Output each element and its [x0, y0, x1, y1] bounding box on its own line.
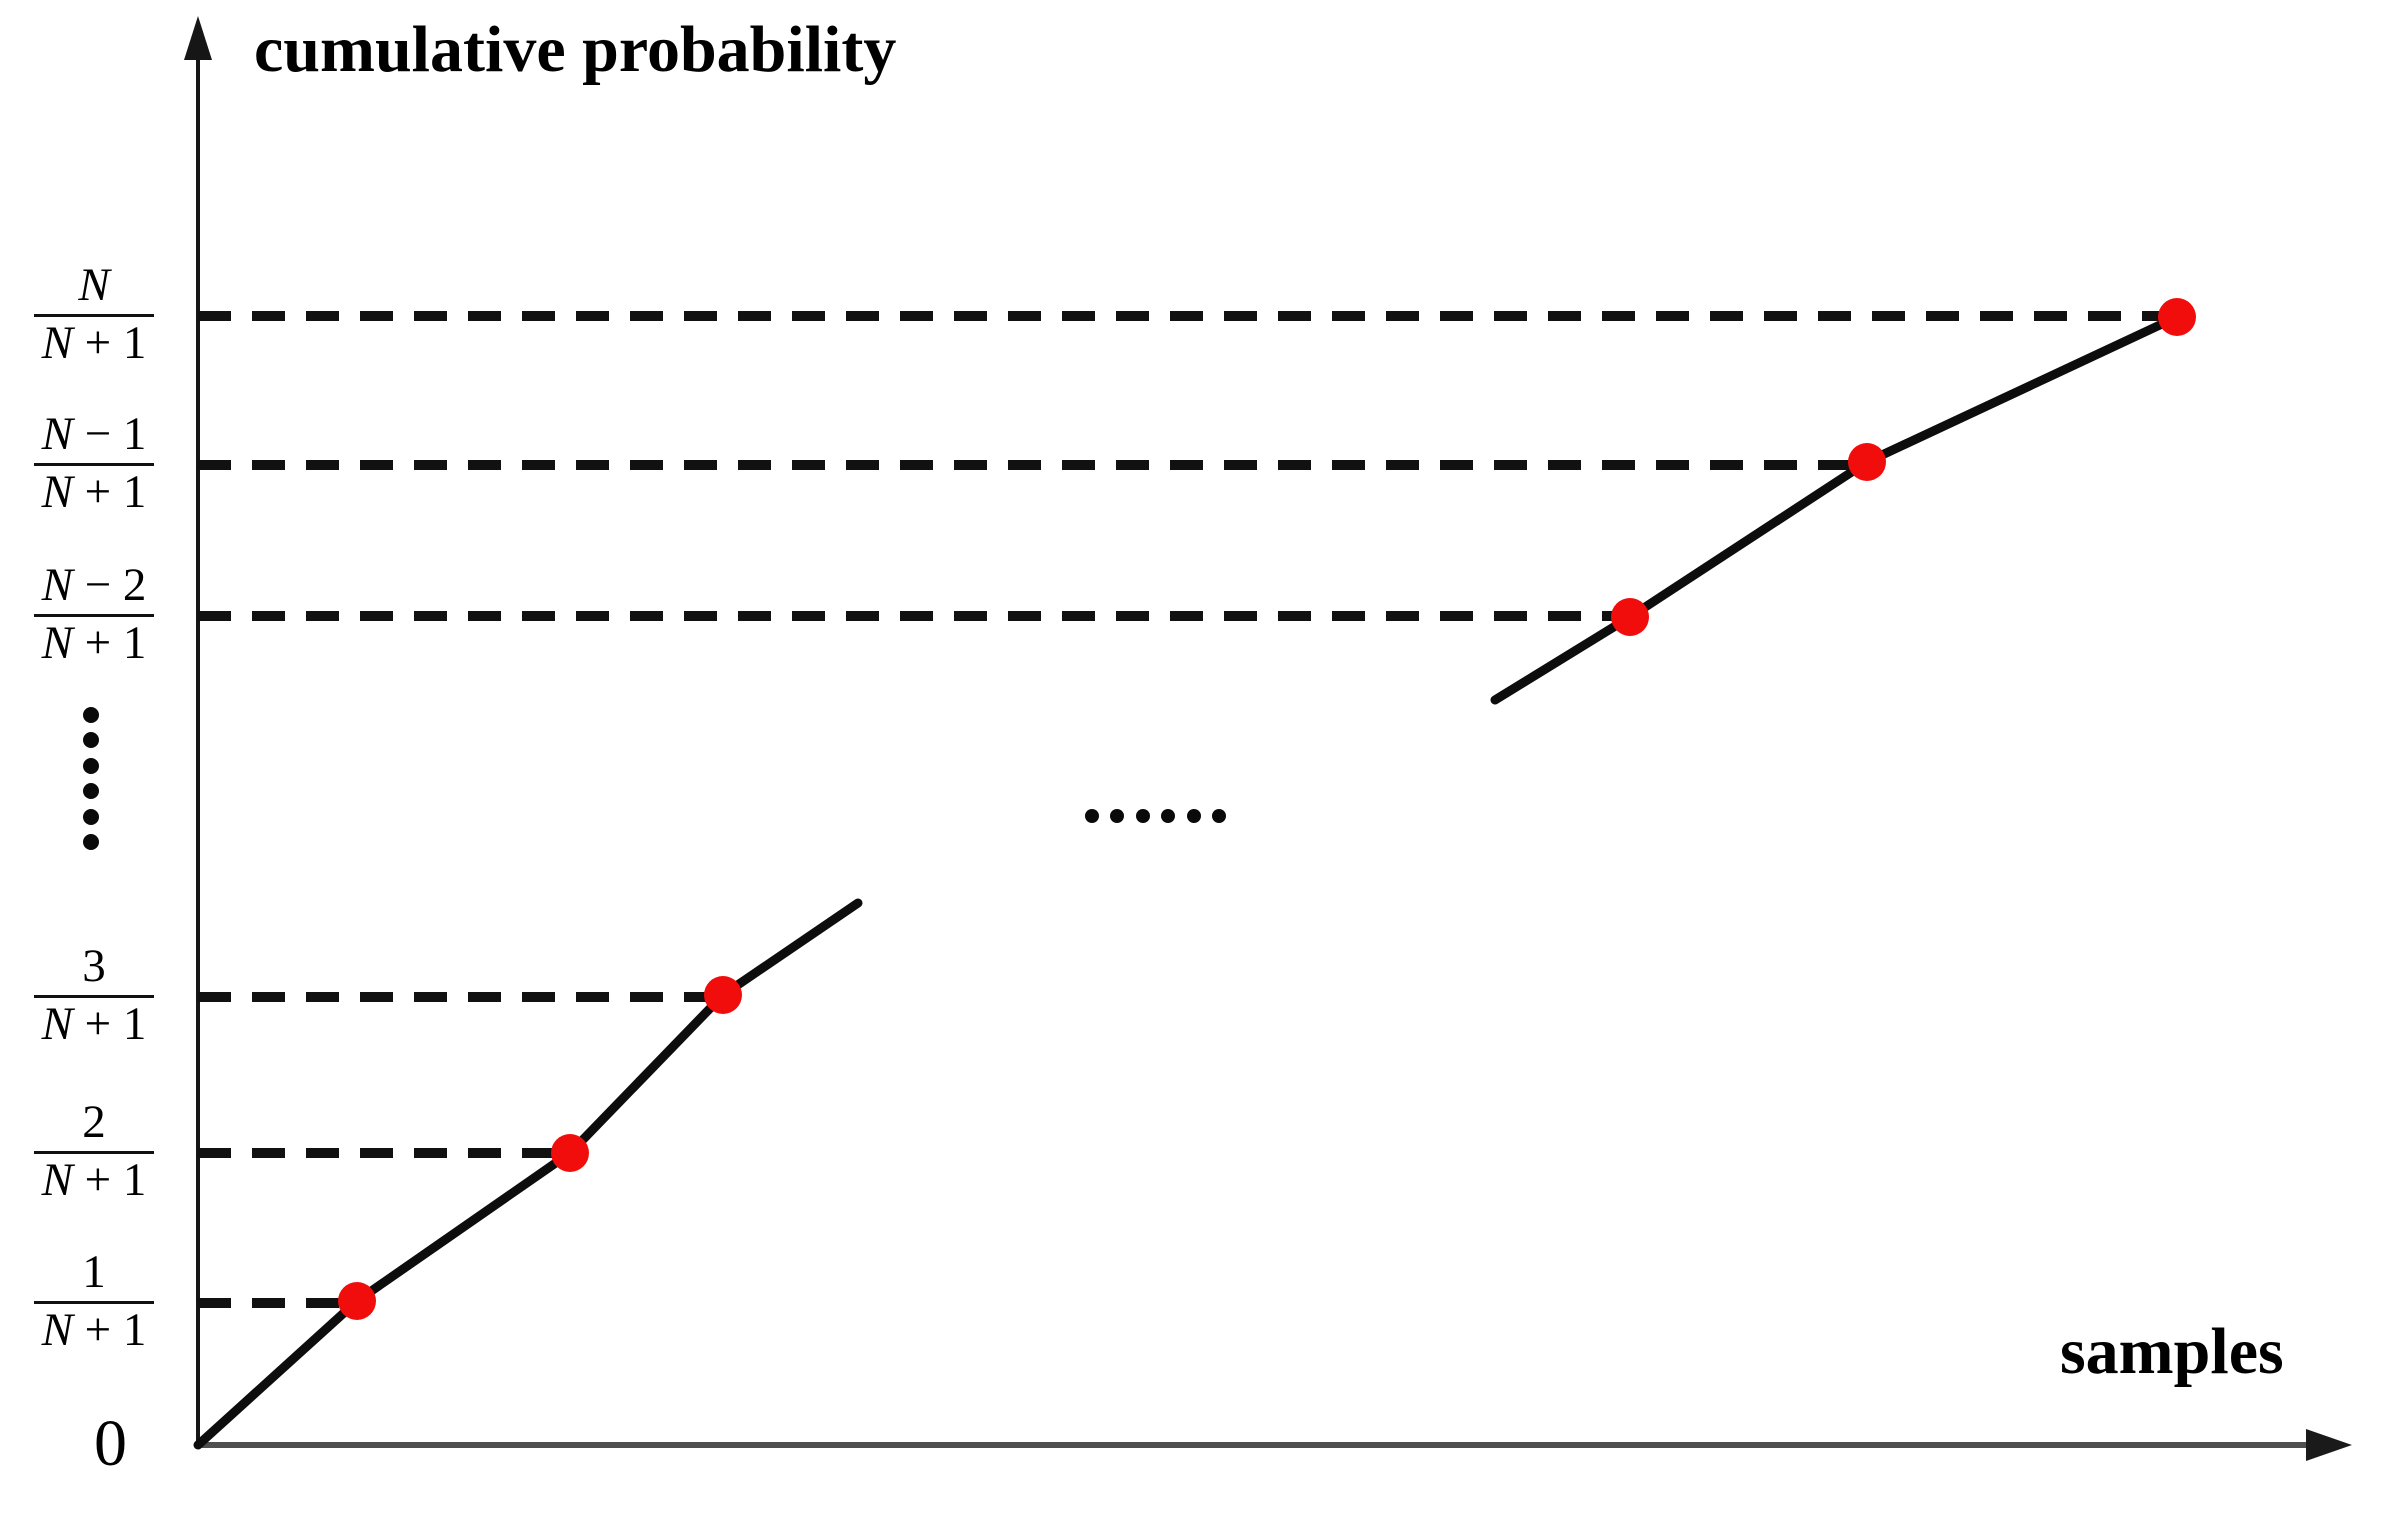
fraction-denominator: N + 1: [33, 463, 155, 518]
cumulative-curve-upper-segment: [1490, 312, 2182, 705]
fraction-numerator: N: [78, 259, 110, 311]
fraction-denominator: N + 1: [33, 1301, 155, 1356]
x-axis-arrow-icon: [2306, 1429, 2352, 1461]
ellipsis-dot: [83, 809, 99, 825]
y-axis-arrow-icon: [184, 16, 212, 60]
red-marker-dot: [2158, 298, 2196, 336]
fraction-numerator: 2: [82, 1096, 106, 1148]
fraction-denominator: N + 1: [33, 995, 155, 1050]
ellipsis-dot: [83, 732, 99, 748]
ellipsis-dot: [1187, 809, 1201, 823]
vertical-ellipsis-icon: [83, 707, 99, 850]
dashed-level-lines: [198, 311, 2160, 1308]
ellipsis-dot: [83, 758, 99, 774]
red-marker-dot: [551, 1134, 589, 1172]
fraction-denominator: N + 1: [33, 314, 155, 369]
fraction-denominator: N + 1: [33, 614, 155, 669]
red-marker-dot: [1848, 443, 1886, 481]
ellipsis-dot: [83, 707, 99, 723]
fraction-numerator: 1: [82, 1246, 106, 1298]
ellipsis-dot: [83, 834, 99, 850]
ellipsis-annotations: [83, 707, 1226, 850]
cumulative-curve-lower-segment: [193, 898, 863, 1450]
x-axis-label: samples: [2060, 1315, 2284, 1388]
ellipsis-dot: [1212, 809, 1226, 823]
ellipsis-dot: [83, 783, 99, 799]
red-marker-dot: [1611, 598, 1649, 636]
fraction-numerator: N − 1: [41, 408, 147, 460]
fraction-numerator: N − 2: [41, 559, 147, 611]
chart-title: cumulative probability: [254, 13, 897, 86]
origin-label: 0: [94, 1407, 127, 1480]
ellipsis-dot: [1110, 809, 1124, 823]
red-marker-dot: [704, 976, 742, 1014]
ellipsis-dot: [1136, 809, 1150, 823]
ellipsis-dot: [1085, 809, 1099, 823]
fraction-numerator: 3: [82, 940, 106, 992]
sample-marker-dots: [338, 298, 2196, 1320]
red-marker-dot: [338, 1282, 376, 1320]
horizontal-ellipsis-icon: [1085, 809, 1226, 823]
fraction-denominator: N + 1: [33, 1151, 155, 1206]
ellipsis-dot: [1161, 809, 1175, 823]
